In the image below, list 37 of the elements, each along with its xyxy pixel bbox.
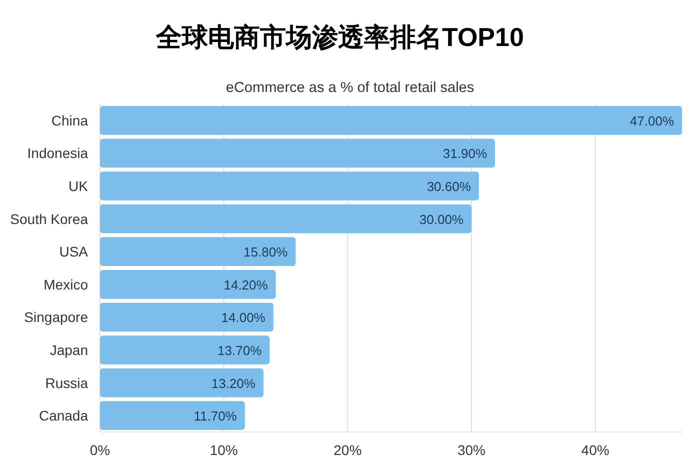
y-tick-label: China <box>51 112 88 128</box>
bar <box>100 270 276 299</box>
bar <box>100 302 274 332</box>
data-label: 14.00% <box>221 310 266 326</box>
bar <box>100 172 479 200</box>
bar <box>100 204 472 234</box>
chart-title: 全球电商市场渗透率排名TOP10 <box>155 22 524 52</box>
bar <box>100 368 264 398</box>
chart-subtitle: eCommerce as a % of total retail sales <box>226 80 474 96</box>
x-tick-label: 0% <box>90 442 110 458</box>
data-label: 13.20% <box>211 376 256 391</box>
y-tick-label: South Korea <box>10 210 88 227</box>
data-label: 15.80% <box>244 244 288 260</box>
y-tick-label: USA <box>59 244 89 260</box>
bar <box>100 336 270 364</box>
y-tick-label: Russia <box>45 374 88 391</box>
x-tick-label: 30% <box>457 442 486 458</box>
bar <box>100 237 296 266</box>
bar <box>100 138 496 168</box>
data-label: 31.90% <box>442 146 488 162</box>
y-tick-label: Singapore <box>24 309 88 326</box>
bar <box>100 401 245 430</box>
x-tick-label: 40% <box>581 442 610 458</box>
y-tick-label: Mexico <box>44 276 88 292</box>
bar <box>100 106 682 135</box>
data-label: 47.00% <box>630 113 674 128</box>
y-tick-label: Canada <box>38 408 88 424</box>
data-label: 30.60% <box>426 179 472 194</box>
x-tick-label: 20% <box>334 442 362 458</box>
data-label: 13.70% <box>218 343 262 358</box>
data-label: 14.20% <box>224 277 268 292</box>
data-label: 30.00% <box>419 212 464 227</box>
x-tick-label: 10% <box>210 442 238 458</box>
y-tick-label: Japan <box>50 342 88 358</box>
data-label: 11.70% <box>194 408 238 424</box>
y-tick-label: UK <box>68 178 89 194</box>
y-tick-label: Indonesia <box>27 145 88 162</box>
